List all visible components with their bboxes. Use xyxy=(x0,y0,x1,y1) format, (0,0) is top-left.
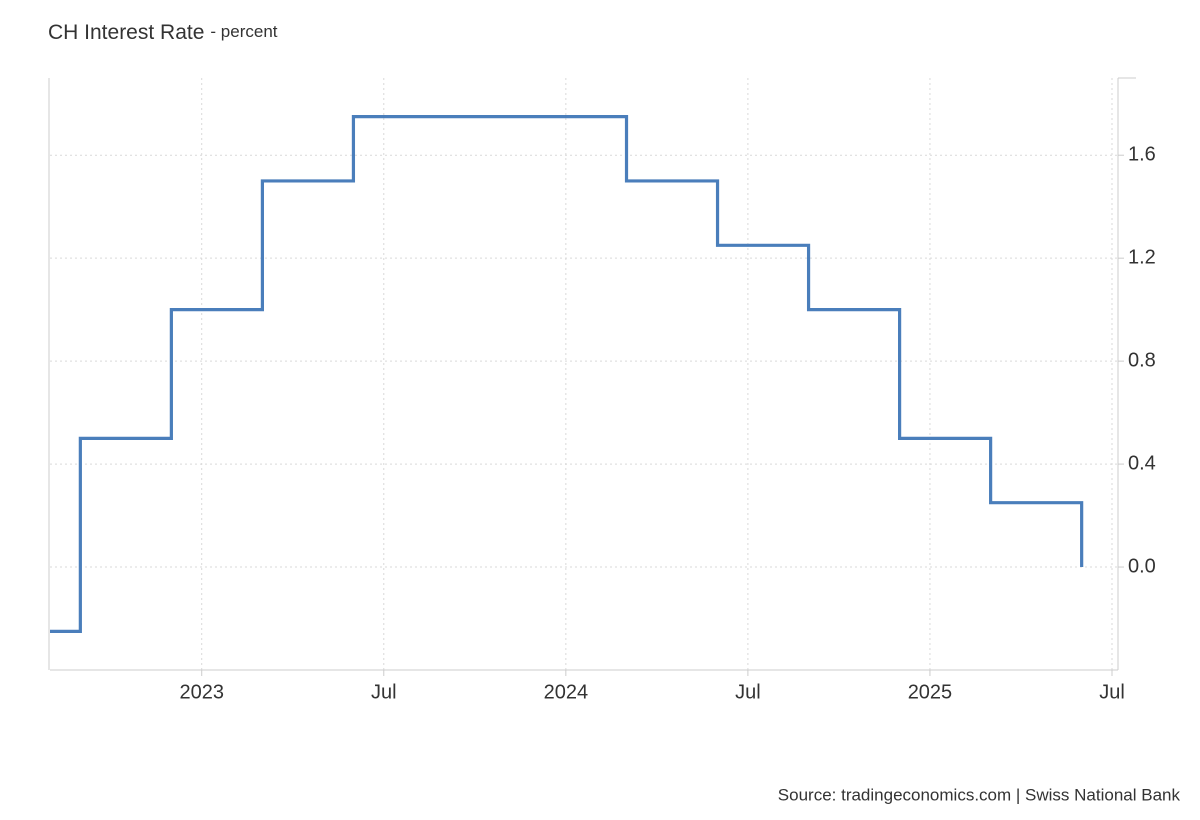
x-tick-label: 2023 xyxy=(179,681,224,703)
subtitle: - percent xyxy=(210,22,277,41)
y-tick-label: 0.0 xyxy=(1128,555,1156,577)
chart-title: CH Interest Rate - percent xyxy=(48,21,278,44)
y-tick-label: 0.4 xyxy=(1128,452,1156,474)
y-tick-label: 0.8 xyxy=(1128,349,1156,371)
rate-line xyxy=(50,115,1084,633)
title: CH Interest Rate xyxy=(48,21,204,44)
y-tick-label: 1.6 xyxy=(1128,143,1156,165)
x-tick-label: Jul xyxy=(371,681,397,703)
y-tick-label: 1.2 xyxy=(1128,246,1156,268)
x-tick-label: Jul xyxy=(735,681,761,703)
x-tick-label: 2024 xyxy=(544,681,589,703)
x-tick-label: 2025 xyxy=(908,681,953,703)
x-tick-label: Jul xyxy=(1099,681,1125,703)
source: Source: tradingeconomics.com | Swiss Nat… xyxy=(778,785,1181,804)
